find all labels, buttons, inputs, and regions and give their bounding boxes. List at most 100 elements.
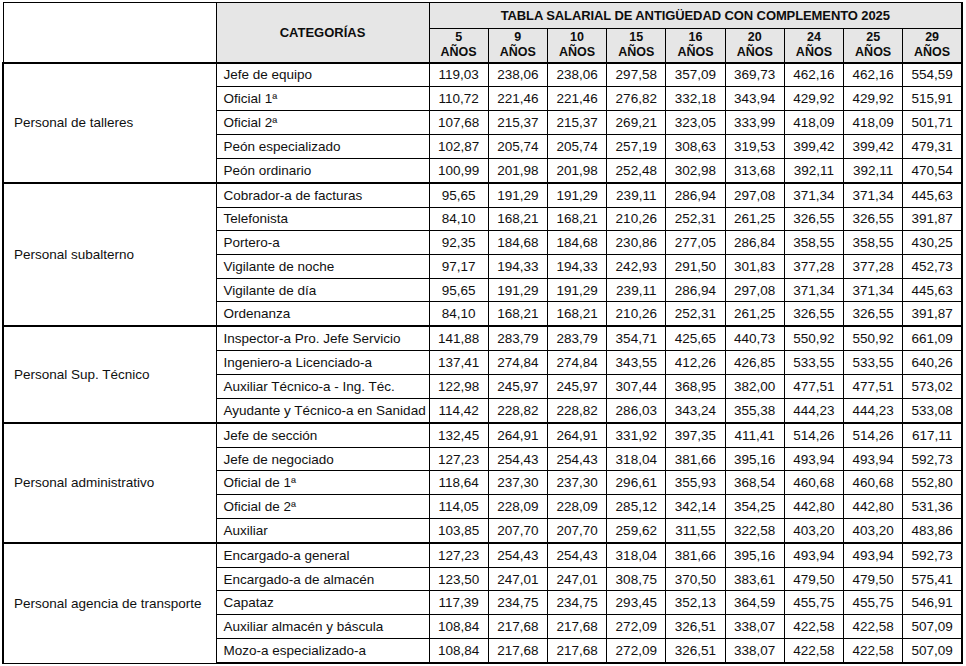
value-cell: 297,58 — [607, 63, 666, 87]
value-cell: 291,50 — [666, 254, 725, 278]
value-cell: 217,68 — [488, 638, 547, 663]
value-cell: 205,74 — [547, 134, 606, 158]
value-cell: 110,72 — [429, 87, 488, 111]
value-cell: 358,55 — [844, 231, 903, 255]
value-cell: 479,50 — [844, 567, 903, 591]
value-cell: 326,55 — [844, 302, 903, 326]
value-cell: 252,31 — [666, 207, 725, 231]
value-cell: 217,68 — [547, 615, 606, 639]
value-cell: 286,84 — [725, 231, 784, 255]
value-cell: 411,41 — [725, 423, 784, 447]
value-cell: 252,31 — [666, 302, 725, 326]
value-cell: 515,91 — [903, 87, 962, 111]
value-cell: 422,58 — [844, 638, 903, 663]
value-cell: 477,51 — [784, 375, 843, 399]
value-cell: 100,99 — [429, 158, 488, 182]
value-cell: 210,26 — [607, 302, 666, 326]
value-cell: 381,66 — [666, 543, 725, 567]
category-cell: Oficial de 1ª — [216, 471, 429, 495]
category-cell: Inspector-a Pro. Jefe Servicio — [216, 326, 429, 350]
value-cell: 307,44 — [607, 375, 666, 399]
value-cell: 207,70 — [547, 518, 606, 542]
value-cell: 254,43 — [547, 543, 606, 567]
value-cell: 247,01 — [488, 567, 547, 591]
value-cell: 429,92 — [784, 87, 843, 111]
value-cell: 264,91 — [547, 423, 606, 447]
category-cell: Ordenanza — [216, 302, 429, 326]
value-cell: 168,21 — [547, 207, 606, 231]
value-cell: 391,87 — [903, 302, 962, 326]
value-cell: 286,94 — [666, 183, 725, 207]
value-cell: 194,33 — [488, 254, 547, 278]
value-cell: 272,09 — [607, 638, 666, 663]
value-cell: 277,05 — [666, 231, 725, 255]
value-cell: 403,20 — [844, 518, 903, 542]
value-cell: 234,75 — [547, 591, 606, 615]
value-cell: 254,43 — [488, 543, 547, 567]
category-cell: Vigilante de día — [216, 278, 429, 302]
value-cell: 514,26 — [844, 423, 903, 447]
value-cell: 422,58 — [784, 638, 843, 663]
value-cell: 418,09 — [784, 111, 843, 135]
value-cell: 392,11 — [844, 158, 903, 182]
value-cell: 455,75 — [844, 591, 903, 615]
value-cell: 102,87 — [429, 134, 488, 158]
value-cell: 274,84 — [488, 351, 547, 375]
value-cell: 257,19 — [607, 134, 666, 158]
group-label-cell: Personal administrativo — [3, 423, 216, 543]
value-cell: 261,25 — [725, 302, 784, 326]
value-cell: 323,05 — [666, 111, 725, 135]
value-cell: 392,11 — [784, 158, 843, 182]
value-cell: 371,34 — [844, 183, 903, 207]
value-cell: 422,58 — [784, 615, 843, 639]
categories-header: CATEGORÍAS — [216, 3, 429, 63]
value-cell: 550,92 — [784, 326, 843, 350]
value-cell: 445,63 — [903, 183, 962, 207]
value-cell: 318,04 — [607, 543, 666, 567]
year-header-cell: 5AÑOS — [429, 29, 488, 63]
value-cell: 533,55 — [844, 351, 903, 375]
table-row: Personal de talleresJefe de equipo119,03… — [3, 63, 962, 87]
value-cell: 123,50 — [429, 567, 488, 591]
value-cell: 371,34 — [844, 278, 903, 302]
value-cell: 239,11 — [607, 183, 666, 207]
value-cell: 331,92 — [607, 423, 666, 447]
value-cell: 343,24 — [666, 398, 725, 422]
value-cell: 228,09 — [488, 495, 547, 519]
value-cell: 592,73 — [903, 447, 962, 471]
value-cell: 84,10 — [429, 207, 488, 231]
value-cell: 332,18 — [666, 87, 725, 111]
value-cell: 357,09 — [666, 63, 725, 87]
value-cell: 283,79 — [488, 326, 547, 350]
value-cell: 221,46 — [547, 87, 606, 111]
value-cell: 501,71 — [903, 111, 962, 135]
group-label-cell: Personal subalterno — [3, 183, 216, 327]
value-cell: 237,30 — [547, 471, 606, 495]
value-cell: 355,38 — [725, 398, 784, 422]
value-cell: 444,23 — [784, 398, 843, 422]
table-row: Personal agencia de transporteEncargado-… — [3, 543, 962, 567]
year-header-cell: 16AÑOS — [666, 29, 725, 63]
value-cell: 352,13 — [666, 591, 725, 615]
value-cell: 254,43 — [547, 447, 606, 471]
value-cell: 168,21 — [488, 207, 547, 231]
value-cell: 397,35 — [666, 423, 725, 447]
value-cell: 207,70 — [488, 518, 547, 542]
value-cell: 245,97 — [488, 375, 547, 399]
category-cell: Cobrador-a de facturas — [216, 183, 429, 207]
value-cell: 452,73 — [903, 254, 962, 278]
value-cell: 391,87 — [903, 207, 962, 231]
year-header-cell: 15AÑOS — [607, 29, 666, 63]
category-cell: Ingeniero-a Licenciado-a — [216, 351, 429, 375]
value-cell: 201,98 — [547, 158, 606, 182]
value-cell: 640,26 — [903, 351, 962, 375]
value-cell: 399,42 — [784, 134, 843, 158]
value-cell: 381,66 — [666, 447, 725, 471]
value-cell: 377,28 — [844, 254, 903, 278]
value-cell: 533,55 — [784, 351, 843, 375]
value-cell: 371,34 — [784, 183, 843, 207]
value-cell: 217,68 — [488, 615, 547, 639]
value-cell: 412,26 — [666, 351, 725, 375]
value-cell: 234,75 — [488, 591, 547, 615]
category-cell: Capataz — [216, 591, 429, 615]
